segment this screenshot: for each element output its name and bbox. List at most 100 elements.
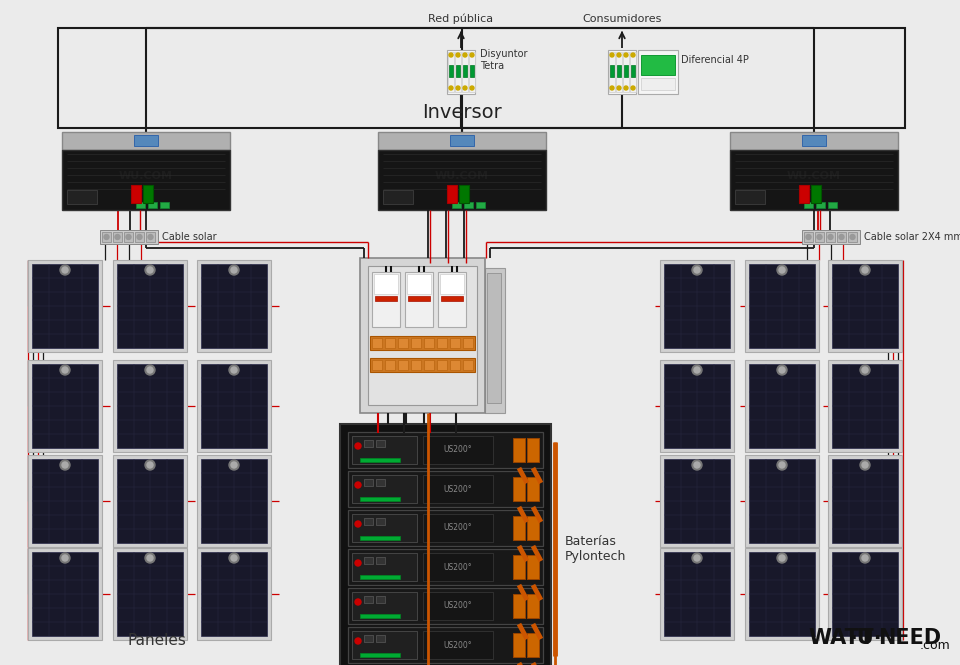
Circle shape xyxy=(355,599,361,605)
Bar xyxy=(423,436,493,464)
Bar xyxy=(664,459,730,543)
Circle shape xyxy=(145,365,155,375)
Circle shape xyxy=(862,555,868,561)
Circle shape xyxy=(610,53,614,57)
Bar xyxy=(452,202,461,208)
Bar xyxy=(828,360,902,452)
Circle shape xyxy=(779,555,785,561)
Circle shape xyxy=(62,267,68,273)
Bar xyxy=(423,475,493,503)
Bar xyxy=(664,364,730,448)
Circle shape xyxy=(860,365,870,375)
Bar xyxy=(447,50,475,94)
Bar xyxy=(832,264,898,348)
Circle shape xyxy=(779,367,785,373)
Bar xyxy=(134,135,158,146)
Bar xyxy=(364,557,373,564)
Bar xyxy=(117,552,183,636)
Circle shape xyxy=(862,462,868,468)
Circle shape xyxy=(470,86,474,90)
Bar xyxy=(424,338,434,348)
Bar xyxy=(487,273,501,403)
Bar xyxy=(201,459,267,543)
Bar xyxy=(450,360,460,370)
Bar xyxy=(398,338,408,348)
Bar xyxy=(423,553,493,581)
Circle shape xyxy=(355,443,361,449)
Bar xyxy=(352,631,417,659)
Circle shape xyxy=(62,462,68,468)
Bar xyxy=(664,552,730,636)
Text: Cable solar: Cable solar xyxy=(162,232,217,242)
Bar xyxy=(352,436,417,464)
Bar xyxy=(437,338,447,348)
Circle shape xyxy=(860,553,870,563)
Circle shape xyxy=(692,365,702,375)
Bar xyxy=(745,455,819,547)
Bar xyxy=(641,78,675,90)
Bar xyxy=(464,202,473,208)
Bar xyxy=(828,260,902,352)
Bar xyxy=(462,52,468,92)
Bar xyxy=(735,190,765,204)
Circle shape xyxy=(624,53,628,57)
Bar xyxy=(745,260,819,352)
Bar xyxy=(364,440,373,447)
Bar xyxy=(476,202,485,208)
Bar xyxy=(28,360,102,452)
Bar xyxy=(513,438,525,462)
Bar xyxy=(749,552,815,636)
Circle shape xyxy=(355,638,361,644)
Text: WU.COM: WU.COM xyxy=(435,171,489,181)
Bar xyxy=(616,52,622,92)
Bar xyxy=(660,260,734,352)
Bar xyxy=(624,65,628,77)
Circle shape xyxy=(456,53,460,57)
Bar xyxy=(440,274,464,294)
Bar xyxy=(376,557,385,564)
Circle shape xyxy=(104,235,109,239)
Text: US200°: US200° xyxy=(444,523,472,533)
Circle shape xyxy=(355,560,361,566)
Circle shape xyxy=(145,460,155,470)
Circle shape xyxy=(694,462,700,468)
Bar xyxy=(197,455,271,547)
Circle shape xyxy=(231,462,237,468)
Bar xyxy=(352,553,417,581)
Circle shape xyxy=(147,462,153,468)
Circle shape xyxy=(694,555,700,561)
Bar xyxy=(423,514,493,542)
Text: WU.COM: WU.COM xyxy=(119,171,173,181)
Bar xyxy=(67,190,97,204)
Bar xyxy=(348,627,543,663)
Circle shape xyxy=(779,267,785,273)
Circle shape xyxy=(624,86,628,90)
Bar xyxy=(370,358,475,372)
Bar xyxy=(368,266,477,405)
Bar xyxy=(385,338,395,348)
Bar xyxy=(802,135,826,146)
Bar xyxy=(131,185,141,203)
Bar xyxy=(360,575,400,579)
Bar xyxy=(102,232,111,242)
Circle shape xyxy=(60,553,70,563)
Bar xyxy=(527,633,539,657)
Circle shape xyxy=(148,235,153,239)
Circle shape xyxy=(862,267,868,273)
Bar xyxy=(352,592,417,620)
Bar xyxy=(660,360,734,452)
Bar xyxy=(32,552,98,636)
Bar xyxy=(470,65,474,77)
Text: .com: .com xyxy=(920,639,950,652)
Circle shape xyxy=(463,86,467,90)
Circle shape xyxy=(126,235,131,239)
Bar xyxy=(348,471,543,507)
Bar xyxy=(730,150,898,210)
Bar xyxy=(527,555,539,579)
Circle shape xyxy=(862,367,868,373)
Bar xyxy=(113,455,187,547)
Circle shape xyxy=(229,265,239,275)
Bar xyxy=(364,596,373,603)
Bar xyxy=(815,232,824,242)
Bar xyxy=(113,260,187,352)
